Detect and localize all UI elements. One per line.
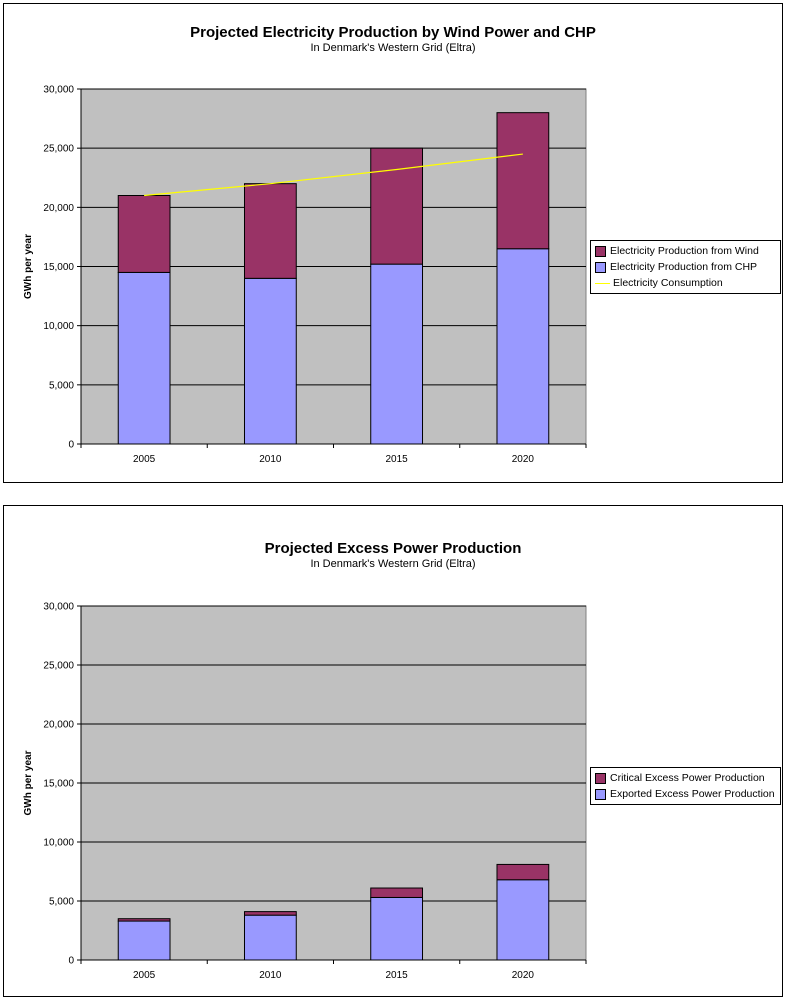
legend-label-chp: Electricity Production from CHP xyxy=(610,261,758,273)
legend-item-exported: Exported Excess Power Production xyxy=(595,786,775,802)
chart-2-bar-lower-2010 xyxy=(243,914,297,961)
chart-2-x-tick-label: 2020 xyxy=(512,970,535,981)
chart-2-bar-lower-2015 xyxy=(370,896,424,961)
chart-1-y-tick-label: 30,000 xyxy=(43,85,74,96)
chart-2-legend: Critical Excess Power Production Exporte… xyxy=(590,767,781,805)
chart-1-frame: Projected Electricity Production by Wind… xyxy=(3,3,783,483)
chart-2-y-tick-label: 30,000 xyxy=(43,602,74,613)
chart-1-bar-upper-2005 xyxy=(117,195,171,273)
chart-1-y-tick-label: 10,000 xyxy=(43,321,74,332)
chart-1-x-tick-label: 2010 xyxy=(259,454,282,465)
chart-1-consumption-line xyxy=(144,153,523,197)
chart-1-legend: Electricity Production from Wind Electri… xyxy=(590,240,781,294)
chart-1-y-tick-label: 25,000 xyxy=(43,144,74,155)
legend-label-exported: Exported Excess Power Production xyxy=(610,788,775,800)
chart-1-bar-lower-2020 xyxy=(496,248,550,445)
chart-1-y-tick-label: 0 xyxy=(68,440,74,451)
chart-1-y-tick-label: 20,000 xyxy=(43,203,74,214)
chart-2-y-tick-label: 20,000 xyxy=(43,720,74,731)
chart-2-y-tick-label: 5,000 xyxy=(49,897,74,908)
chart-1-plot: 0 5,000 10,000 15,000 20,000 25,000 30,000 2005… xyxy=(23,85,587,465)
chart-2-bar-lower-2005 xyxy=(117,920,171,961)
legend-label-consumption: Electricity Consumption xyxy=(613,277,723,289)
chart-1-bar-upper-2020 xyxy=(496,112,550,250)
legend-item-wind: Electricity Production from Wind xyxy=(595,243,775,259)
chart-1-y-axis-label: GWh per year xyxy=(23,234,34,299)
chart-1-x-tick-label: 2005 xyxy=(133,454,156,465)
chart-1-bar-lower-2005 xyxy=(117,271,171,445)
legend-item-critical: Critical Excess Power Production xyxy=(595,770,775,786)
legend-label-wind: Electricity Production from Wind xyxy=(610,245,759,257)
chart-2-bar-upper-2020 xyxy=(496,863,550,881)
legend-item-chp: Electricity Production from CHP xyxy=(595,259,775,275)
chart-1-x-tick-label: 2020 xyxy=(512,454,535,465)
chart-2-x-tick-label: 2010 xyxy=(259,970,282,981)
chart-2-title: Projected Excess Power Production xyxy=(264,540,522,557)
chart-2-x-tick-label: 2015 xyxy=(386,970,409,981)
chart-2-frame: Projected Excess Power Production In Den… xyxy=(3,505,783,997)
chart-2-bar-upper-2010 xyxy=(243,911,297,916)
chart-2-bar-upper-2015 xyxy=(370,887,424,898)
legend-swatch-critical xyxy=(595,772,606,784)
chart-1-subtitle: In Denmark's Western Grid (Eltra) xyxy=(310,42,476,54)
chart-2-y-axis-label: GWh per year xyxy=(23,750,34,815)
chart-2-y-tick-label: 15,000 xyxy=(43,779,74,790)
chart-1-x-tick-label: 2015 xyxy=(386,454,409,465)
legend-swatch-wind xyxy=(595,245,606,257)
chart-2-subtitle: In Denmark's Western Grid (Eltra) xyxy=(310,558,476,570)
chart-2-plot: 0 5,000 10,000 15,000 20,000 25,000 30,000 2005… xyxy=(23,602,587,981)
chart-1-bar-lower-2010 xyxy=(243,277,297,445)
chart-2-x-tick-label: 2005 xyxy=(133,970,156,981)
legend-line-consumption xyxy=(595,282,610,284)
chart-2-bar-upper-2005 xyxy=(117,918,171,922)
chart-1-title: Projected Electricity Production by Wind… xyxy=(190,24,596,41)
chart-2-y-tick-label: 25,000 xyxy=(43,661,74,672)
legend-swatch-exported xyxy=(595,788,606,800)
chart-2-bar-lower-2020 xyxy=(496,879,550,961)
legend-label-critical: Critical Excess Power Production xyxy=(610,772,765,784)
chart-1-bar-lower-2015 xyxy=(370,263,424,445)
legend-item-consumption: Electricity Consumption xyxy=(595,275,775,291)
chart-1-bar-upper-2015 xyxy=(370,147,424,265)
chart-2-y-tick-label: 0 xyxy=(68,956,74,967)
legend-swatch-chp xyxy=(595,261,606,273)
chart-1-bar-upper-2010 xyxy=(243,183,297,279)
chart-1-y-tick-label: 15,000 xyxy=(43,262,74,273)
chart-2-y-tick-label: 10,000 xyxy=(43,838,74,849)
chart-1-y-tick-label: 5,000 xyxy=(49,380,74,391)
